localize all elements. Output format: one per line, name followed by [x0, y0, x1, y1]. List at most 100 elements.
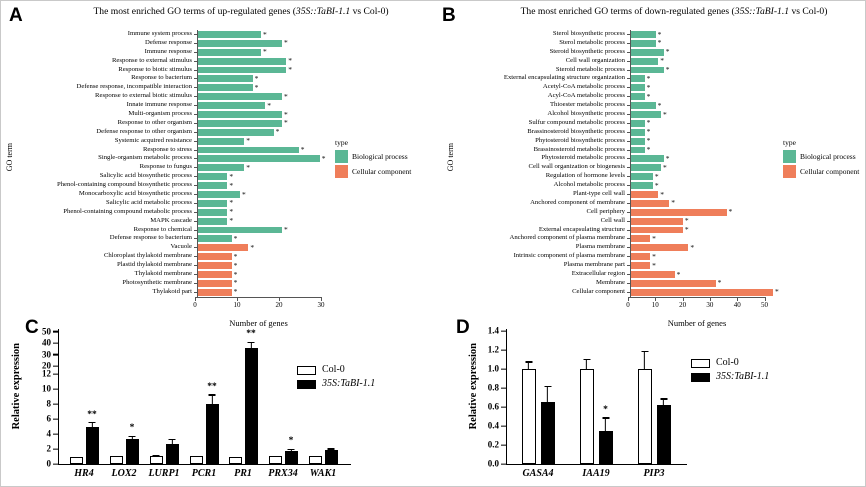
significance-asterisk: * [233, 278, 238, 288]
significance-asterisk: * [284, 38, 288, 48]
go-term-label: Phenol-containing compound biosynthetic … [56, 181, 192, 189]
y-tick-label: 0.4 [487, 420, 499, 431]
panel-d-y-axis-title: Relative expression [468, 343, 479, 430]
go-term-label: Response to external stimulus [111, 56, 192, 64]
go-term-label: Response to stress [142, 145, 192, 153]
go-term-label: Photosynthetic membrane [122, 278, 192, 286]
go-bar-track: * [197, 163, 358, 173]
go-bar-track: * [197, 47, 358, 57]
go-bar [631, 164, 662, 172]
go-bar [198, 226, 282, 234]
go-bar-track: * [197, 261, 358, 271]
go-term-label: Plasma membrane [575, 243, 625, 251]
significance-asterisk: * [242, 189, 246, 199]
error-bar [327, 448, 335, 450]
go-term-label: Phenol-containing compound metabolic pro… [63, 207, 192, 215]
x-tick-label: 50 [761, 301, 768, 309]
legend-item-cellular-component: Cellular component [335, 164, 411, 179]
go-bar [631, 39, 656, 47]
y-tick-label: 1.4 [487, 325, 499, 336]
y-tick [194, 256, 197, 258]
y-tick [500, 463, 506, 465]
go-bar-track: * [197, 225, 358, 235]
y-tick [627, 69, 630, 71]
error-bar [271, 455, 279, 457]
go-term-row: Plastid thylakoid membrane * [9, 261, 358, 271]
legend-label: 35S:TaBI-1.1 [716, 371, 770, 382]
go-term-label: Response to bacterium [131, 74, 192, 82]
go-bar [631, 173, 653, 181]
y-tick-label: 0.0 [487, 458, 499, 469]
go-term-label: Defense response to other organism [96, 127, 192, 135]
legend-label: Col-0 [322, 364, 345, 375]
y-tick-label: 0.8 [487, 382, 499, 393]
error-bar-stem [546, 386, 549, 403]
go-bar [198, 235, 232, 243]
tabi-swatch [297, 379, 316, 389]
go-term-row: Extracellular region * [442, 270, 791, 279]
significance-asterisk: * [690, 242, 695, 252]
panel-a-bar-chart: Immune system process * Defense response * I… [9, 30, 358, 297]
gene-label: PCR1 [191, 468, 217, 479]
panel-b-title-genotype: 35S::TaBI-1.1 [734, 6, 790, 17]
go-term-row: Membrane * [442, 279, 791, 288]
go-bar-track: * [197, 136, 358, 146]
legend-label: Cellular component [800, 167, 860, 176]
go-term-row: Thylakoid part * [9, 287, 358, 297]
go-bar [631, 288, 773, 296]
y-tick [194, 87, 197, 89]
panel-a-x-axis-title: Number of genes [229, 318, 288, 328]
go-bar [631, 48, 664, 56]
go-bar [631, 217, 683, 225]
col0-bar [579, 358, 594, 464]
significance-asterisk: * [671, 198, 675, 208]
go-term-row: Defense response, incompatible interacti… [9, 83, 358, 93]
go-bar-track: * [630, 101, 791, 111]
go-bar-track: * [197, 83, 358, 93]
go-term-label: Immune response [144, 47, 192, 55]
y-tick [627, 273, 630, 275]
go-term-label: Chloroplast thylakoid membrane [103, 252, 192, 260]
y-tick [194, 291, 197, 293]
bar-group [636, 351, 672, 464]
go-term-row: External encapsulating structure organiz… [442, 74, 791, 84]
significance-asterisk: * [774, 287, 779, 297]
go-term-row: Sterol metabolic process * [442, 38, 791, 48]
go-term-row: Phytosteroid biosynthetic process * [442, 136, 791, 146]
col0-bar [637, 351, 652, 464]
go-bar-track: * [630, 207, 791, 217]
error-bar-cap [231, 456, 239, 459]
error-bar [602, 417, 609, 431]
go-bar-track: * [630, 65, 791, 75]
y-tick-label: 1.0 [487, 363, 499, 374]
y-tick-label: 0 [46, 458, 52, 469]
error-bar-cap [247, 341, 255, 344]
go-bar-track: * [630, 136, 791, 146]
col0-bar [69, 456, 83, 464]
error-bar [128, 435, 136, 439]
legend-label: Cellular component [352, 167, 412, 176]
col0-swatch [297, 365, 316, 375]
panel-b-x-axis: 0 10 20 30 40 50 [626, 297, 768, 310]
error-bar-cap [583, 358, 590, 360]
error-bar-stem [527, 361, 530, 370]
x-tick [682, 298, 684, 301]
y-tick [194, 185, 197, 187]
panel-b-x-axis-title: Number of genes [667, 318, 727, 328]
panel-c-plot: 0 2 4 6 8 10 12 20 30 40 50 ** HR4 * LOX2 LURP1 ** PCR1 **… [42, 327, 351, 479]
go-term-label: Cellular component [572, 287, 625, 295]
biological-process-swatch [783, 150, 796, 163]
x-tick [321, 298, 322, 301]
go-term-label: Plasma membrane part [563, 261, 625, 269]
go-term-label: Response to chemical [133, 225, 192, 233]
go-term-label: Response to external biotic stimulus [95, 92, 192, 100]
x-tick-label: 30 [317, 301, 325, 309]
go-bar [631, 244, 689, 252]
y-tick-label: 0.6 [487, 401, 499, 412]
bar-group: ** [226, 330, 260, 464]
tabi-bar: ** [244, 330, 258, 464]
x-tick-label: 40 [733, 301, 741, 309]
x-tick [764, 298, 766, 301]
go-term-label: Brassinosteroid biosynthetic process [527, 127, 625, 135]
error-bar-cap [88, 422, 96, 424]
